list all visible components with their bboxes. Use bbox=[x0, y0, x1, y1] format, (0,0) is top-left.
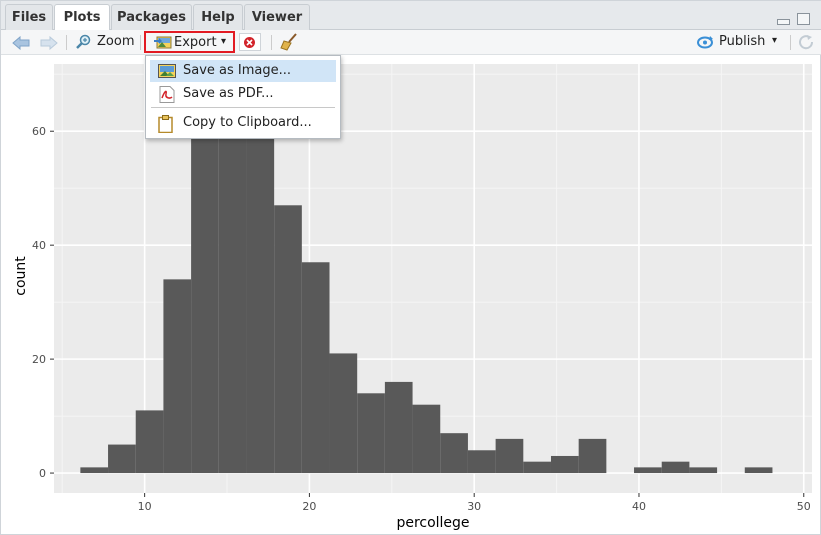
plots-toolbar: Zoom Export ▾ bbox=[1, 30, 821, 55]
copy-to-clipboard-menu-item[interactable]: Copy to Clipboard... bbox=[150, 112, 336, 134]
tab-files[interactable]: Files bbox=[5, 4, 53, 30]
y-tick-label: 0 bbox=[39, 467, 46, 480]
histogram-bars bbox=[80, 68, 773, 474]
histogram-bar bbox=[661, 461, 690, 474]
export-label: Export bbox=[174, 35, 217, 50]
tab-packages-label: Packages bbox=[117, 10, 186, 25]
image-icon bbox=[158, 64, 176, 78]
clipboard-icon bbox=[158, 115, 173, 133]
forward-arrow-icon[interactable] bbox=[40, 36, 58, 50]
x-axis-title: percollege bbox=[396, 515, 469, 531]
x-tick-label: 10 bbox=[138, 500, 152, 513]
publish-button[interactable]: Publish ▾ bbox=[694, 32, 784, 53]
refresh-icon[interactable] bbox=[798, 34, 816, 51]
y-axis-title: count bbox=[13, 256, 29, 296]
pane-tab-bar: Files Plots Packages Help Viewer bbox=[1, 1, 821, 31]
tab-viewer-label: Viewer bbox=[251, 10, 303, 25]
histogram-bar bbox=[467, 450, 496, 474]
y-tick-label: 60 bbox=[32, 125, 46, 138]
histogram-bar bbox=[634, 467, 662, 474]
chevron-down-icon: ▾ bbox=[772, 35, 778, 46]
save-as-image-menu-item[interactable]: Save as Image... bbox=[150, 60, 336, 82]
histogram-bar bbox=[495, 438, 524, 474]
y-tick-label: 20 bbox=[32, 353, 46, 366]
toolbar-separator bbox=[271, 35, 272, 50]
x-tick-label: 30 bbox=[467, 500, 481, 513]
remove-plot-button[interactable] bbox=[239, 33, 261, 51]
histogram-bar bbox=[163, 279, 192, 474]
broom-clear-icon[interactable] bbox=[280, 32, 299, 51]
zoom-label: Zoom bbox=[97, 34, 135, 49]
tab-packages[interactable]: Packages bbox=[111, 4, 192, 30]
tab-viewer[interactable]: Viewer bbox=[244, 4, 310, 30]
tab-files-label: Files bbox=[11, 10, 47, 25]
export-button[interactable]: Export ▾ bbox=[144, 31, 235, 53]
x-tick-label: 50 bbox=[797, 500, 811, 513]
remove-plot-icon bbox=[244, 37, 255, 48]
export-menu: Save as Image... Save as PDF... Copy to … bbox=[145, 55, 341, 139]
histogram-bar bbox=[301, 262, 330, 474]
zoom-button[interactable]: Zoom bbox=[73, 32, 135, 53]
histogram-bar bbox=[135, 410, 164, 474]
x-axis-ticks: 10 20 30 40 50 bbox=[138, 493, 811, 513]
toolbar-separator bbox=[140, 35, 141, 50]
toolbar-separator bbox=[66, 35, 67, 50]
back-arrow-icon[interactable] bbox=[12, 36, 30, 50]
histogram-bar bbox=[357, 393, 385, 474]
tab-plots-label: Plots bbox=[63, 10, 101, 25]
histogram-bar bbox=[384, 381, 413, 474]
pdf-icon bbox=[159, 86, 175, 103]
publish-icon bbox=[697, 36, 713, 49]
minimize-pane-icon[interactable] bbox=[777, 19, 790, 25]
histogram-bar bbox=[523, 461, 551, 474]
x-tick-label: 40 bbox=[632, 500, 646, 513]
histogram-bar bbox=[329, 353, 358, 474]
histogram-bar bbox=[440, 433, 468, 474]
histogram-bar bbox=[218, 97, 247, 474]
histogram-bar bbox=[412, 404, 441, 474]
y-tick-label: 40 bbox=[32, 239, 46, 252]
toolbar-separator bbox=[790, 35, 791, 50]
x-tick-label: 20 bbox=[302, 500, 316, 513]
tab-plots[interactable]: Plots bbox=[54, 4, 110, 31]
export-image-icon bbox=[154, 36, 172, 49]
histogram-bar bbox=[689, 467, 718, 474]
histogram-bar bbox=[108, 444, 136, 474]
menu-separator bbox=[151, 107, 335, 108]
chevron-down-icon: ▾ bbox=[221, 36, 227, 47]
tab-help-label: Help bbox=[201, 10, 235, 25]
histogram-bar bbox=[246, 119, 275, 474]
save-as-image-label: Save as Image... bbox=[183, 63, 292, 78]
tab-help[interactable]: Help bbox=[193, 4, 243, 30]
histogram-bar bbox=[550, 455, 579, 474]
y-axis-ticks: 0 20 40 60 bbox=[32, 125, 54, 480]
save-as-pdf-label: Save as PDF... bbox=[183, 86, 274, 101]
histogram-bar bbox=[744, 467, 773, 474]
publish-label: Publish bbox=[719, 34, 766, 49]
histogram-plot: 0 20 40 60 10 20 30 40 50 percollege count bbox=[13, 64, 812, 531]
zoom-icon bbox=[76, 34, 91, 49]
maximize-pane-icon[interactable] bbox=[797, 13, 810, 25]
copy-to-clipboard-label: Copy to Clipboard... bbox=[183, 115, 312, 130]
histogram-bar bbox=[80, 467, 109, 474]
save-as-pdf-menu-item[interactable]: Save as PDF... bbox=[150, 83, 336, 105]
histogram-bar bbox=[578, 438, 607, 474]
histogram-bar bbox=[274, 205, 302, 474]
